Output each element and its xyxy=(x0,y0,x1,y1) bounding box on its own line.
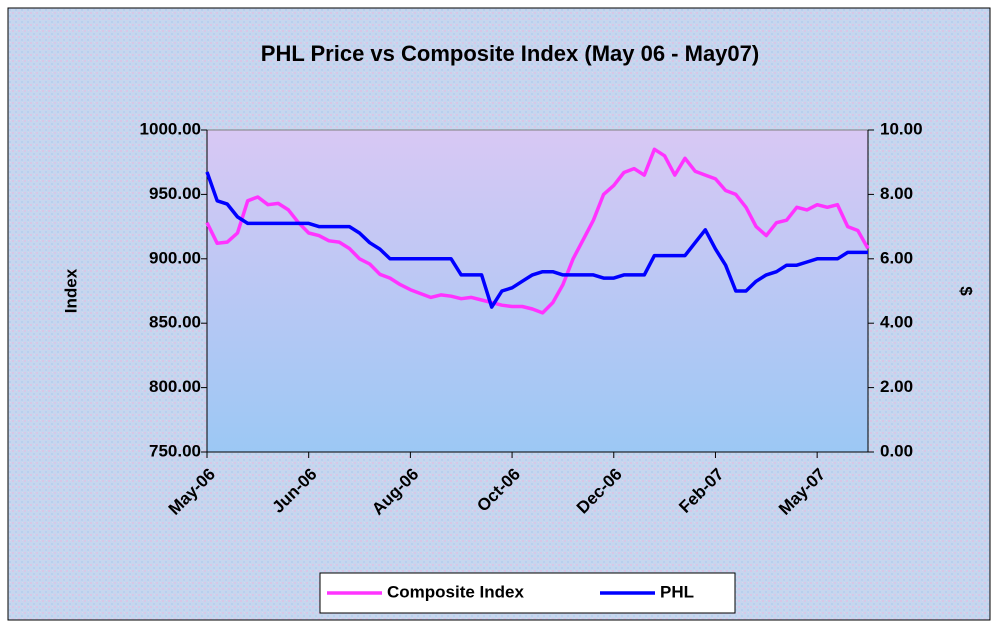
y2-tick-label: 0.00 xyxy=(880,441,913,460)
y-tick-label: 950.00 xyxy=(149,184,201,203)
legend-label: PHL xyxy=(660,582,694,601)
chart-title: PHL Price vs Composite Index (May 06 - M… xyxy=(261,41,759,66)
y2-axis-title: $ xyxy=(957,286,976,296)
legend-label: Composite Index xyxy=(387,582,525,601)
y2-tick-label: 6.00 xyxy=(880,248,913,267)
plot-area xyxy=(206,129,869,453)
y-tick-label: 900.00 xyxy=(149,248,201,267)
y-axis-title: Index xyxy=(61,268,80,313)
y-tick-label: 850.00 xyxy=(149,313,201,332)
y-tick-label: 800.00 xyxy=(149,377,201,396)
y2-tick-label: 8.00 xyxy=(880,184,913,203)
line-series xyxy=(205,147,870,315)
y2-tick-label: 2.00 xyxy=(880,377,913,396)
y2-tick-label: 4.00 xyxy=(880,313,913,332)
line-series xyxy=(205,171,868,309)
y-tick-label: 1000.00 xyxy=(140,119,201,138)
y-tick-label: 750.00 xyxy=(149,441,201,460)
y2-tick-label: 10.00 xyxy=(880,119,923,138)
legend xyxy=(319,572,736,614)
